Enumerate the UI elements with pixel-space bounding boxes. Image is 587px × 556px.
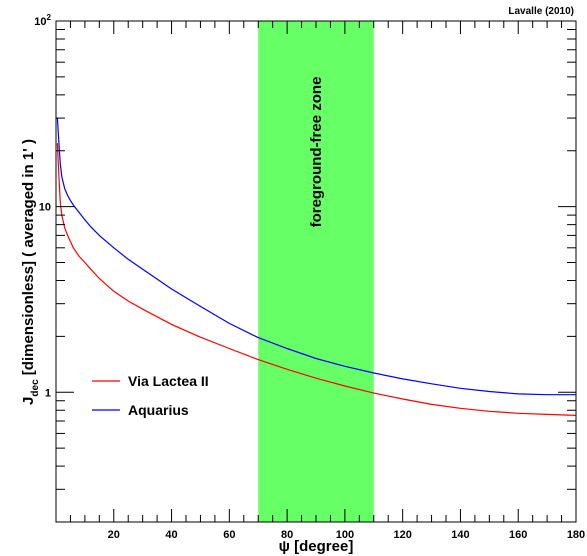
x-tick-label: 20 <box>108 529 120 541</box>
band-label: foreground-free zone <box>308 77 325 228</box>
y-tick-label-exponent: 2 <box>47 13 52 22</box>
x-tick-label: 160 <box>509 529 527 541</box>
y-tick-label-base: 10 <box>39 202 51 214</box>
y-tick-label: 102 <box>34 13 51 28</box>
legend: Via Lactea II Aquarius <box>92 373 209 418</box>
series-line-via-lactea-ii <box>56 143 577 416</box>
foreground-free-zone-band <box>258 21 374 522</box>
credit-label: Lavalle (2010) <box>508 6 574 17</box>
x-tick-label: 80 <box>281 529 293 541</box>
x-axis-ticks: 20 40 60 80 100 120 140 160 180 <box>69 21 585 541</box>
y-axis-title: Jdec [dimensionless] ( averaged in 1' ) <box>20 139 41 405</box>
y-axis-title-sub: dec <box>30 379 41 397</box>
x-tick-label: 120 <box>393 529 411 541</box>
y-tick-label-base: 10 <box>34 16 46 28</box>
x-axis-title: ψ [degree] <box>279 538 354 555</box>
x-tick-label: 60 <box>223 529 235 541</box>
series-group <box>56 118 577 416</box>
series-line-aquarius <box>56 118 576 396</box>
y-axis-title-main: J <box>20 397 37 405</box>
x-tick-label: 40 <box>165 529 177 541</box>
y-tick-label: 1 <box>45 387 51 399</box>
legend-label: Via Lactea II <box>128 373 209 389</box>
x-tick-label: 140 <box>451 529 469 541</box>
y-tick-label: 10 <box>39 202 51 214</box>
x-tick-label: 100 <box>336 529 354 541</box>
legend-label: Aquarius <box>128 402 189 418</box>
x-tick-label: 180 <box>567 529 585 541</box>
y-axis-title-rest: [dimensionless] ( averaged in 1' ) <box>20 139 37 379</box>
y-tick-label-base: 1 <box>45 387 51 399</box>
